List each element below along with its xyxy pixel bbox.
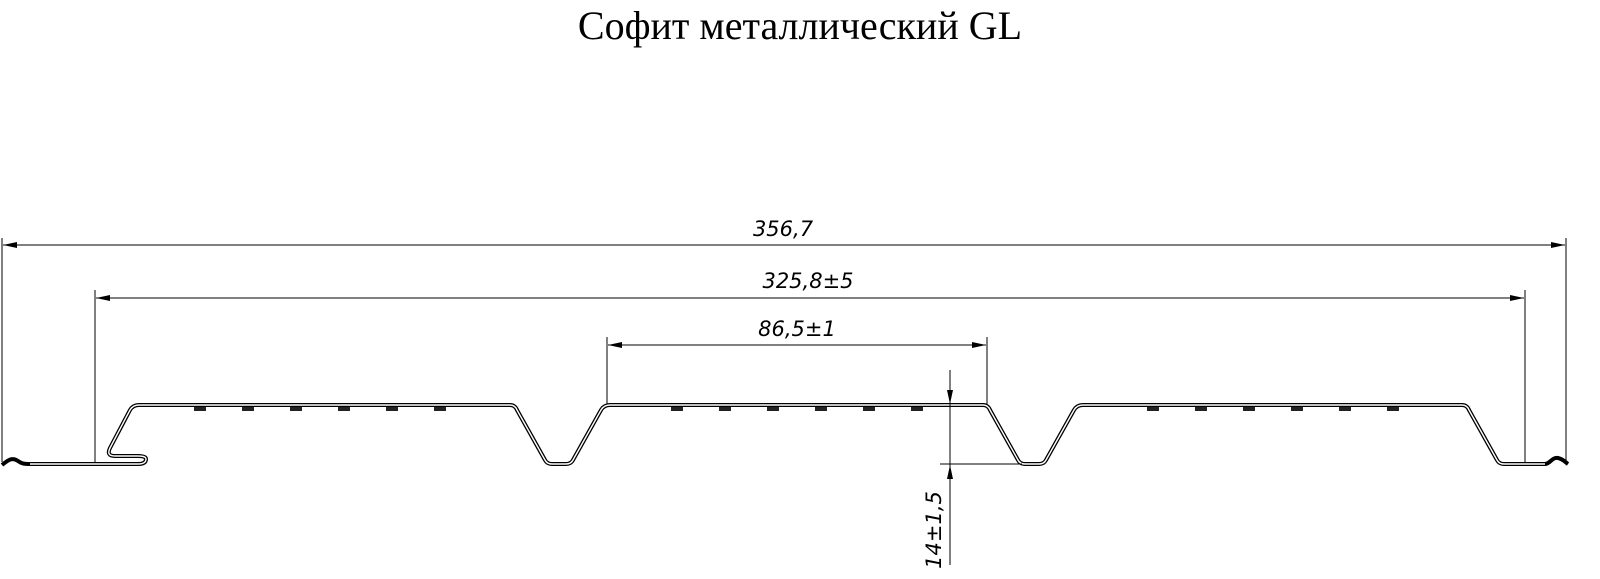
perforation-tab	[434, 407, 446, 411]
perforation-tab	[719, 407, 731, 411]
perforation-tabs	[194, 407, 1399, 411]
perforation-tab	[671, 407, 683, 411]
perforation-tab	[194, 407, 206, 411]
perforation-tab	[1195, 407, 1207, 411]
perforation-tab	[386, 407, 398, 411]
drawing-title: Софит металлический GL	[577, 3, 1023, 48]
dim-effective-width: 325,8±5	[762, 269, 853, 293]
dim-overall-width: 356,7	[753, 217, 814, 241]
dim-profile-height: 14±1,5	[922, 491, 946, 569]
dim-rib-pitch: 86,5±1	[758, 317, 836, 341]
perforation-tab	[290, 407, 302, 411]
perforation-tab	[911, 407, 923, 411]
perforation-tab	[1339, 407, 1351, 411]
perforation-tab	[815, 407, 827, 411]
perforation-tab	[1291, 407, 1303, 411]
perforation-tab	[767, 407, 779, 411]
perforation-tab	[242, 407, 254, 411]
perforation-tab	[1147, 407, 1159, 411]
perforation-tab	[338, 407, 350, 411]
soffit-profile-outline	[0, 403, 1570, 467]
extension-lines	[1, 238, 1567, 465]
perforation-tab	[1243, 407, 1255, 411]
perforation-tab	[863, 407, 875, 411]
perforation-tab	[1387, 407, 1399, 411]
